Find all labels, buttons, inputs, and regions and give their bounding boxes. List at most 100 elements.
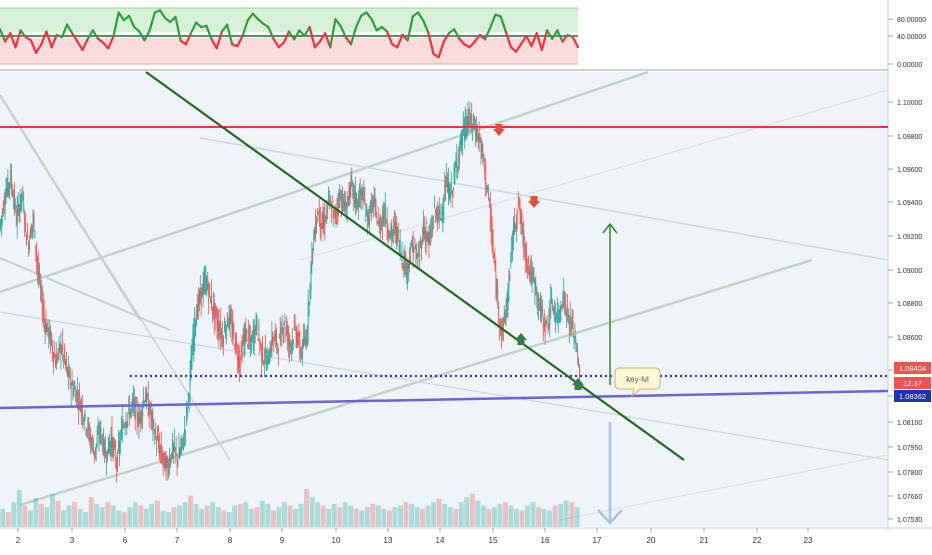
candle-body: [472, 124, 474, 128]
support-trend-line[interactable]: [0, 389, 889, 410]
oscillator-axis: 80.00000 40.00000 0.00000: [888, 17, 926, 69]
volume-bar: [154, 500, 160, 527]
candle-body: [435, 210, 436, 212]
candle-body: [283, 324, 285, 330]
candle-body: [125, 422, 127, 426]
volume-bar: [226, 512, 232, 527]
candle-body: [72, 388, 74, 396]
volume-bars: [0, 489, 580, 527]
oscillator-segment: [344, 36, 353, 46]
candle-body: [515, 226, 516, 229]
candle-body: [54, 359, 56, 368]
oscillator-segment: [545, 29, 554, 40]
volume-bar: [99, 507, 105, 527]
candle-body: [130, 409, 132, 416]
candle-body: [554, 308, 555, 310]
projection-arrow-up[interactable]: [602, 222, 618, 385]
candle-body: [75, 393, 77, 403]
candle-body: [457, 166, 459, 168]
candle-body: [43, 312, 45, 322]
candle-body: [418, 251, 420, 253]
candle-body: [258, 323, 260, 339]
candle-body: [167, 462, 169, 473]
volume-bar: [5, 512, 11, 527]
candle-body: [182, 438, 184, 440]
candle-body: [138, 414, 140, 427]
oscillator-segment: [318, 32, 327, 43]
candle-body: [4, 202, 6, 206]
price-tick-label: 1.07530: [897, 517, 922, 524]
candle-body: [31, 224, 33, 228]
candle-body: [337, 206, 339, 211]
volume-bar: [293, 508, 298, 527]
candle-body: [249, 338, 251, 342]
grey-fan-line-2: [39, 159, 231, 461]
price-label-box: [894, 362, 931, 374]
candle-body: [200, 287, 202, 302]
candle-body: [144, 402, 146, 404]
candle-body: [579, 366, 581, 379]
sell-signal-marker-1: [493, 124, 505, 136]
time-tick-label: 20: [647, 536, 656, 545]
descending-trend-line[interactable]: [145, 71, 685, 461]
oscillator-lower-zone: [0, 38, 578, 64]
volume-bar: [132, 502, 138, 527]
volume-bar: [94, 503, 100, 527]
candle-body: [370, 202, 371, 207]
candle-body: [526, 250, 528, 263]
volume-bar: [320, 505, 326, 527]
candle-body: [463, 124, 465, 140]
candle-body: [101, 436, 103, 438]
price-tick-label: 1.08800: [897, 301, 922, 308]
candle-body: [479, 138, 481, 143]
candle-body: [106, 462, 107, 464]
price-axis[interactable]: 1.10000 1.09800 1.09600 1.09400 1.09200 1.090…: [888, 100, 922, 524]
candle-body: [233, 329, 235, 332]
candle-body: [146, 396, 148, 398]
candle-body: [46, 327, 48, 332]
candle-body: [262, 344, 264, 362]
candle-body: [444, 183, 446, 202]
candle-body: [513, 221, 515, 240]
candle-body: [518, 198, 520, 201]
candle-body: [386, 219, 388, 230]
volume-bar: [304, 489, 310, 527]
candle-body: [376, 224, 378, 226]
candle-body: [372, 198, 374, 212]
time-tick-label: 8: [228, 536, 233, 545]
volume-bar: [193, 503, 199, 527]
projection-arrow-down[interactable]: [597, 422, 623, 525]
candle-body: [514, 220, 515, 232]
candle-body: [321, 212, 323, 229]
volume-bar: [392, 507, 398, 527]
volume-bar: [254, 507, 260, 527]
oscillator-segment: [287, 30, 296, 41]
candle-body: [183, 443, 185, 450]
price-tick-label: 1.09800: [897, 134, 922, 141]
candle-body: [220, 321, 222, 339]
volume-bar: [232, 505, 238, 527]
candle-body: [176, 454, 178, 463]
volume-bar: [403, 502, 409, 527]
candle-body: [477, 135, 479, 141]
candle-body: [218, 320, 220, 336]
oscillator-segment: [504, 30, 513, 49]
candle-body: [207, 277, 209, 290]
candle-body: [521, 214, 523, 223]
candle-body: [164, 452, 166, 471]
candle-body: [523, 229, 525, 252]
key-level-callout[interactable]: key-lvl: [614, 367, 661, 398]
candle-body: [120, 426, 122, 432]
oscillator-segment: [324, 32, 332, 49]
candle-body: [334, 213, 336, 218]
volume-bar: [127, 507, 133, 527]
time-axis[interactable]: 2 3 6 7 8 9 10 13 14 15 16 17 20 21 22 23: [16, 528, 813, 545]
candle-body: [230, 319, 232, 321]
volume-bar: [326, 508, 332, 527]
price-label-text: 12:37: [903, 379, 922, 388]
candle-body: [11, 175, 13, 187]
candle-body: [399, 243, 401, 255]
candle-body: [250, 336, 251, 343]
